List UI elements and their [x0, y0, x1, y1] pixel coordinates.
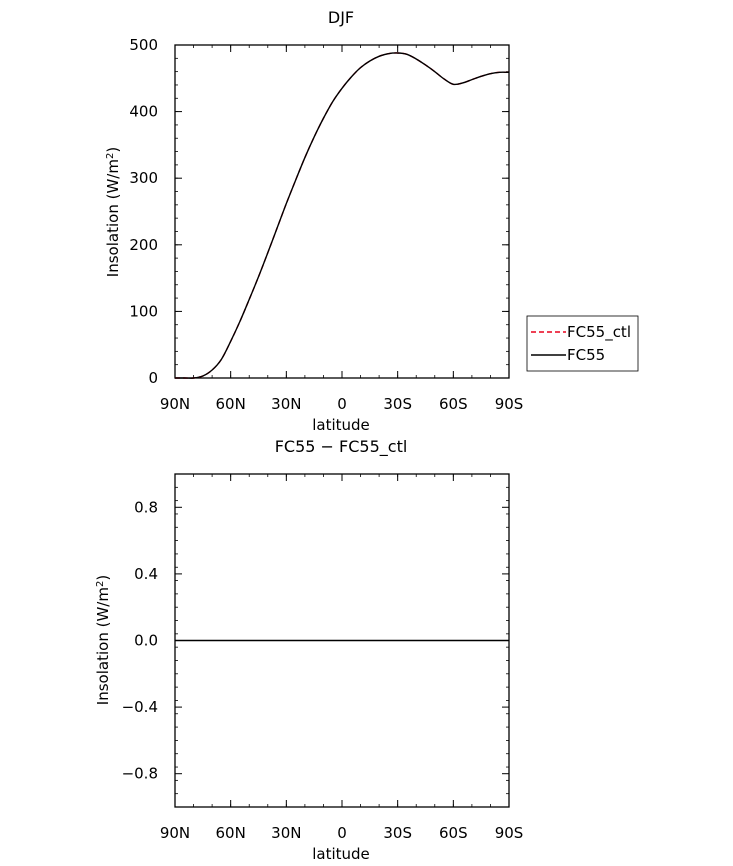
- y-axis: −0.8 −0.4 0.0 0.4 0.8: [122, 473, 509, 808]
- x-tick-label: 0: [337, 824, 347, 842]
- x-tick-label: 30N: [271, 395, 301, 413]
- y-axis: 0 100 200 300 400 500: [129, 36, 509, 387]
- legend-box: [526, 315, 639, 372]
- x-tick-label: 90N: [160, 395, 190, 413]
- panel-title: DJF: [328, 8, 354, 27]
- x-tick-label: 60S: [439, 395, 468, 413]
- y-tick-label: 400: [129, 103, 158, 121]
- series-line: [174, 52, 510, 379]
- x-tick-label: 90S: [495, 395, 524, 413]
- x-tick-label: 60S: [439, 824, 468, 842]
- x-axis: 90N 60N 30N 0 30S 60S 90S: [160, 474, 523, 842]
- legend: FC55_ctl FC55: [526, 315, 639, 372]
- x-axis-label: latitude: [312, 416, 370, 434]
- legend-label-fc55: FC55: [567, 346, 605, 364]
- x-axis-label: latitude: [312, 845, 370, 863]
- y-tick-label: 300: [129, 169, 158, 187]
- y-tick-label: 0.4: [134, 565, 158, 583]
- y-tick-label: 100: [129, 302, 158, 320]
- x-tick-label: 60N: [216, 395, 246, 413]
- y-tick-label: 200: [129, 236, 158, 254]
- x-axis: 90N 60N 30N 0 30S 60S 90S: [160, 45, 523, 413]
- x-tick-label: 90S: [495, 824, 524, 842]
- x-tick-label: 60N: [216, 824, 246, 842]
- series-line: [174, 52, 510, 379]
- top-panel: DJF 0 100 200 300 400 500 90N 60N 30N 0 30S 60S 90S…: [104, 8, 639, 434]
- x-tick-label: 30S: [383, 824, 412, 842]
- y-axis-label: Insolation (W/m2): [94, 575, 112, 705]
- bottom-panel: FC55 − FC55_ctl −0.8 −0.4 0.0 0.4 0.8 90N 60N…: [94, 437, 523, 863]
- x-tick-label: 30S: [383, 395, 412, 413]
- panel-title: FC55 − FC55_ctl: [275, 437, 408, 457]
- x-tick-label: 90N: [160, 824, 190, 842]
- y-tick-label: −0.4: [122, 698, 158, 716]
- series-lines: [174, 52, 510, 379]
- plot-frame: [174, 44, 510, 379]
- y-tick-label: −0.8: [122, 765, 158, 783]
- y-tick-label: 0: [148, 369, 158, 387]
- x-tick-label: 0: [337, 395, 347, 413]
- x-tick-label: 30N: [271, 824, 301, 842]
- y-axis-label: Insolation (W/m2): [104, 147, 122, 277]
- y-tick-label: 0.0: [134, 632, 158, 650]
- legend-label-fc55-ctl: FC55_ctl: [567, 323, 631, 342]
- y-tick-label: 0.8: [134, 498, 158, 516]
- y-tick-label: 500: [129, 36, 158, 54]
